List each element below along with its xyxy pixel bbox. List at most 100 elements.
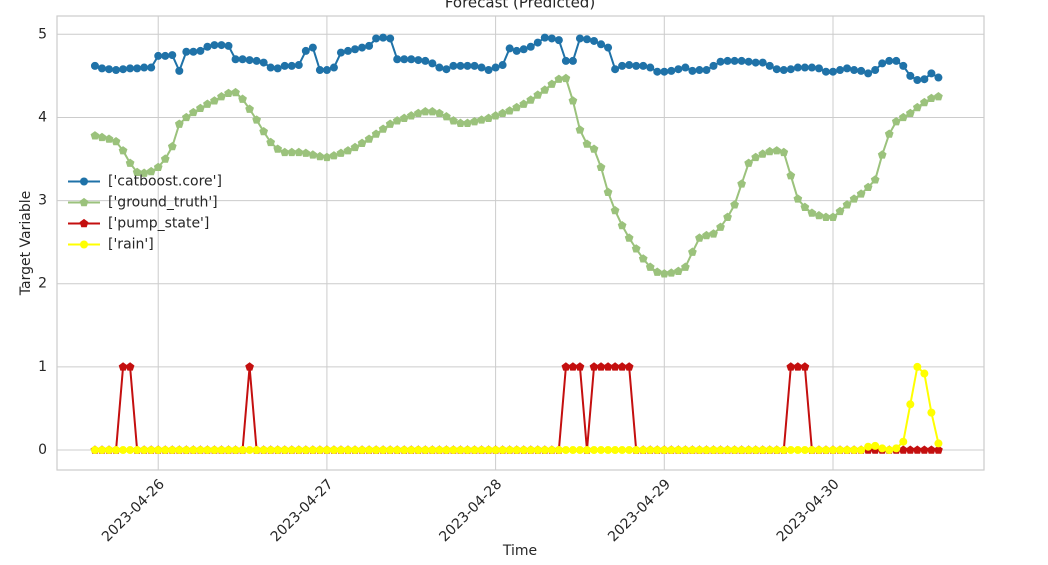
data-point — [413, 108, 423, 118]
data-point — [512, 446, 521, 455]
data-point — [927, 93, 936, 103]
data-point — [322, 66, 331, 75]
y-tick-label: 0 — [38, 442, 47, 458]
data-point — [189, 47, 198, 56]
data-point — [90, 446, 99, 455]
data-point — [505, 106, 515, 115]
data-point — [491, 111, 500, 120]
data-point — [378, 124, 388, 133]
data-point — [210, 446, 219, 455]
chart-title: Forecast (Predicted) — [445, 0, 595, 12]
data-point — [702, 230, 711, 240]
data-point — [666, 268, 676, 277]
data-point — [744, 57, 753, 66]
data-point — [287, 61, 296, 70]
legend-label: ['pump_state'] — [108, 216, 209, 232]
data-point — [259, 446, 268, 455]
data-point — [146, 166, 156, 176]
data-point — [167, 141, 177, 151]
data-point — [175, 446, 184, 455]
data-point — [238, 446, 247, 455]
axes-frame — [56, 15, 985, 471]
data-point — [301, 148, 311, 157]
data-point — [681, 446, 690, 455]
data-point — [898, 112, 908, 122]
data-point — [301, 446, 310, 455]
data-point — [744, 446, 753, 455]
series — [90, 362, 943, 454]
data-point — [245, 362, 254, 371]
data-point — [611, 446, 620, 455]
data-point — [617, 362, 627, 371]
data-point — [892, 444, 901, 453]
data-point — [582, 35, 591, 44]
data-point — [519, 45, 528, 54]
data-point — [273, 144, 283, 153]
data-point — [807, 446, 816, 455]
legend-label: ['ground_truth'] — [108, 195, 218, 211]
data-point — [625, 61, 634, 70]
data-point — [308, 150, 318, 159]
data-point — [133, 64, 142, 73]
data-point — [561, 56, 570, 65]
data-point — [905, 445, 915, 454]
data-point — [224, 41, 233, 50]
data-point — [652, 267, 662, 276]
data-point — [97, 64, 106, 73]
data-point — [912, 445, 922, 454]
data-point — [336, 48, 345, 57]
data-point — [463, 118, 472, 127]
data-point — [877, 150, 887, 159]
data-point — [624, 362, 634, 371]
data-point — [850, 446, 859, 455]
data-point — [280, 147, 290, 157]
data-point — [751, 152, 761, 162]
data-point — [442, 112, 451, 121]
legend-item: ['pump_state'] — [68, 216, 209, 232]
data-point — [821, 446, 830, 455]
data-point — [639, 61, 648, 70]
data-point — [350, 142, 360, 152]
data-point — [105, 65, 114, 74]
data-point — [836, 66, 845, 75]
data-point — [231, 446, 240, 455]
data-point — [118, 146, 128, 155]
data-point — [336, 446, 345, 455]
series — [90, 73, 943, 278]
data-point — [477, 63, 486, 72]
data-point — [196, 103, 205, 113]
data-point — [653, 446, 662, 455]
data-point — [533, 90, 543, 99]
data-point — [505, 446, 514, 455]
data-point — [899, 61, 908, 70]
data-point — [765, 446, 774, 455]
data-point — [793, 63, 802, 72]
data-point — [828, 212, 838, 221]
data-point — [575, 34, 584, 43]
plot-area — [90, 33, 943, 455]
data-point — [821, 212, 831, 221]
y-tick-label: 2 — [38, 276, 47, 292]
data-point — [456, 118, 465, 127]
data-point — [758, 149, 768, 158]
data-point — [596, 362, 606, 371]
data-point — [90, 61, 99, 70]
data-point — [618, 61, 627, 70]
data-point — [252, 446, 261, 455]
series — [90, 33, 943, 85]
data-point — [406, 111, 416, 120]
x-tick-label: 2023-04-28 — [436, 476, 505, 545]
y-axis-label: Target Variable — [18, 191, 34, 296]
data-point — [772, 146, 782, 155]
data-point — [673, 266, 683, 275]
legend-marker — [80, 177, 88, 186]
data-point — [217, 41, 226, 50]
data-point — [575, 362, 585, 371]
data-point — [843, 446, 852, 455]
data-point — [435, 108, 444, 118]
data-point — [125, 158, 135, 167]
data-point — [849, 194, 859, 203]
data-point — [793, 362, 803, 371]
data-point — [878, 444, 887, 453]
data-point — [161, 446, 170, 455]
